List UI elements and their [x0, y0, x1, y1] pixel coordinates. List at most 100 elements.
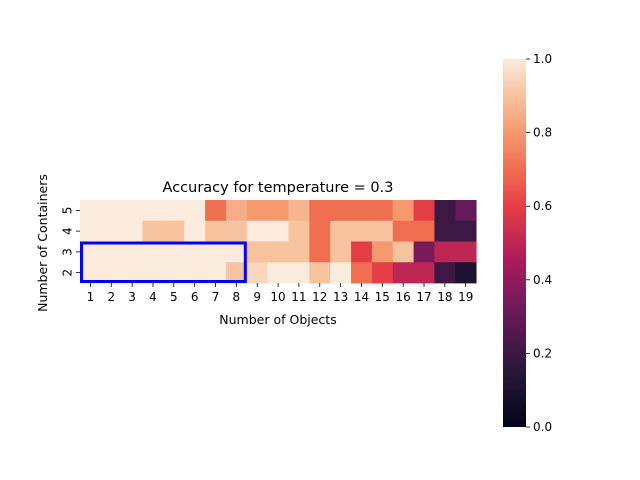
heatmap-cell — [80, 241, 102, 263]
x-tick-label: 7 — [212, 290, 220, 304]
heatmap-cell — [163, 200, 185, 222]
y-axis-label: Number of Containers — [35, 174, 50, 312]
heatmap-cell — [455, 220, 477, 242]
heatmap-cell — [392, 241, 414, 263]
heatmap-cell — [288, 220, 310, 242]
heatmap-cell — [80, 220, 102, 242]
heatmap-cell — [225, 200, 248, 222]
highlight-box — [80, 241, 247, 283]
heatmap-cell — [330, 200, 352, 222]
heatmap-cell — [205, 200, 227, 222]
heatmap-cell — [100, 262, 123, 284]
heatmap-cell — [225, 262, 248, 284]
x-tick-label: 2 — [107, 290, 115, 304]
heatmap-cell — [351, 262, 373, 284]
x-tick-label: 1 — [87, 290, 95, 304]
heatmap-cell — [246, 200, 269, 222]
heatmap-cell — [184, 220, 206, 242]
heatmap-cell — [309, 262, 331, 284]
x-tick-label: 19 — [458, 290, 473, 304]
y-ticks: 5 4 3 2 — [61, 207, 80, 276]
heatmap-cell — [225, 241, 248, 263]
heatmap-cell — [205, 241, 227, 263]
y-tick-label: 5 — [61, 207, 75, 215]
x-tick-label: 13 — [333, 290, 348, 304]
heatmap-cell — [100, 241, 123, 263]
heatmap-cell — [371, 220, 394, 242]
heatmap-cell — [351, 200, 373, 222]
heatmap-cell — [413, 241, 435, 263]
x-ticks: 1 2 3 4 5 6 7 8 9 10 11 12 13 14 15 16 17 18 19 — [87, 283, 473, 304]
colorbar-tick-label: 1.0 — [533, 52, 552, 66]
colorbar-tick-label: 0.6 — [533, 199, 552, 213]
colorbar-tick-label: 0.8 — [533, 126, 552, 140]
heatmap-cell — [267, 200, 289, 222]
heatmap-cell — [267, 241, 289, 263]
x-tick-label: 16 — [396, 290, 411, 304]
heatmap-cell — [246, 220, 269, 242]
heatmap-cell — [184, 241, 206, 263]
heatmap-cell — [80, 262, 102, 284]
x-tick-label: 8 — [233, 290, 241, 304]
x-tick-label: 4 — [149, 290, 157, 304]
x-tick-label: 6 — [191, 290, 199, 304]
x-tick-label: 9 — [253, 290, 261, 304]
heatmap-cell — [246, 241, 269, 263]
heatmap-cell — [392, 220, 414, 242]
y-tick-label: 4 — [61, 227, 75, 235]
heatmap-cell — [163, 220, 185, 242]
heatmap-cell — [163, 241, 185, 263]
heatmap-cell — [351, 241, 373, 263]
heatmap-cell — [205, 262, 227, 284]
heatmap-cell — [267, 262, 289, 284]
x-tick-label: 5 — [170, 290, 178, 304]
heatmap-cell — [455, 200, 477, 222]
heatmap-cell — [434, 241, 456, 263]
heatmap-cell — [413, 200, 435, 222]
heatmap-cell — [246, 262, 269, 284]
heatmap-cell — [330, 262, 352, 284]
heatmap-cell — [121, 241, 143, 263]
heatmap-cell — [100, 200, 123, 222]
x-tick-label: 12 — [312, 290, 327, 304]
heatmap-cell — [184, 200, 206, 222]
heatmap-cell — [288, 241, 310, 263]
x-tick-label: 11 — [291, 290, 306, 304]
heatmap-cell — [184, 262, 206, 284]
heatmap-cell — [142, 200, 164, 222]
heatmap-cell — [80, 200, 102, 222]
heatmap-cell — [371, 241, 394, 263]
heatmap-cells — [80, 200, 477, 284]
colorbar-tick-label: 0.0 — [533, 420, 552, 434]
heatmap-cell — [351, 220, 373, 242]
heatmap-cell — [163, 262, 185, 284]
colorbar — [503, 59, 526, 427]
heatmap-cell — [434, 200, 456, 222]
heatmap-cell — [455, 241, 477, 263]
colorbar-tick-label: 0.2 — [533, 346, 552, 360]
x-tick-label: 14 — [354, 290, 369, 304]
heatmap-cell — [142, 220, 164, 242]
heatmap-cell — [434, 262, 456, 284]
heatmap-cell — [392, 200, 414, 222]
heatmap-cell — [371, 200, 394, 222]
heatmap-cell — [330, 220, 352, 242]
colorbar-ticks: 0.0 0.2 0.4 0.6 0.8 1.0 — [526, 52, 552, 434]
heatmap-cell — [142, 241, 164, 263]
heatmap-cell — [225, 220, 248, 242]
heatmap-cell — [330, 241, 352, 263]
x-tick-label: 18 — [437, 290, 452, 304]
chart-title: Accuracy for temperature = 0.3 — [163, 180, 394, 196]
heatmap-cell — [288, 262, 310, 284]
heatmap-cell — [121, 262, 143, 284]
x-axis-label: Number of Objects — [219, 312, 336, 327]
heatmap-cell — [371, 262, 394, 284]
heatmap-cell — [121, 200, 143, 222]
heatmap-cell — [205, 220, 227, 242]
heatmap-cell — [100, 220, 123, 242]
x-tick-label: 17 — [416, 290, 431, 304]
heatmap-cell — [267, 220, 289, 242]
heatmap-cell — [392, 262, 414, 284]
heatmap-cell — [413, 220, 435, 242]
x-tick-label: 3 — [128, 290, 136, 304]
